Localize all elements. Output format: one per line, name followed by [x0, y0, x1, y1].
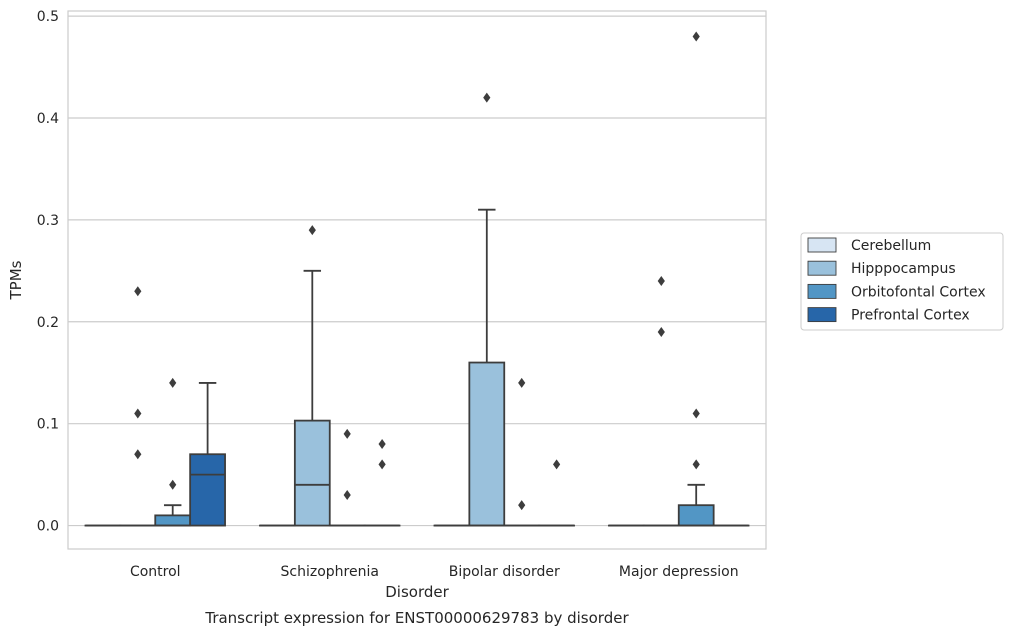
box-group [154, 377, 192, 527]
outlier-point [378, 439, 386, 450]
x-axis-title: Disorder [385, 583, 449, 601]
box [154, 514, 192, 527]
outlier-point [343, 428, 351, 439]
outlier-point [169, 479, 177, 490]
y-tick-label: 0.5 [37, 9, 59, 25]
outlier-point [308, 225, 316, 236]
legend-label: Prefrontal Cortex [851, 308, 970, 324]
outlier-point [518, 500, 526, 511]
legend-swatch [807, 283, 837, 299]
outlier-point [518, 377, 526, 388]
legend-label: Hipppocampus [851, 261, 956, 277]
outlier-point [692, 459, 700, 470]
outlier-point [134, 408, 142, 419]
outlier-point [657, 276, 665, 287]
x-tick-labels: Control Schizophrenia Bipolar disorder Majo… [130, 564, 739, 580]
legend-label: Orbitofontal Cortex [851, 284, 986, 300]
plot-area [67, 10, 767, 550]
x-tick-label: Control [130, 564, 181, 580]
outlier-point [483, 92, 491, 103]
outlier-point [134, 286, 142, 297]
legend-swatch [807, 260, 837, 276]
y-axis-title: TPMs [7, 260, 25, 300]
outlier-point [343, 489, 351, 500]
boxes [84, 31, 750, 527]
outlier-point [553, 459, 561, 470]
outlier-point [692, 31, 700, 42]
figure-caption: Transcript expression for ENST0000062978… [204, 609, 629, 627]
outlier-point [692, 408, 700, 419]
box-group [538, 459, 575, 527]
y-tick-label: 0.4 [37, 111, 59, 127]
outlier-point [169, 377, 177, 388]
y-tick-label: 0.0 [37, 519, 59, 535]
box-group [363, 439, 401, 527]
box [677, 504, 715, 527]
y-tick-labels: 0.0 0.1 0.2 0.3 0.4 0.5 [37, 9, 59, 534]
box-group [189, 382, 226, 527]
legend-label: Cerebellum [851, 238, 931, 254]
legend-frame [800, 232, 1004, 331]
box-group [293, 225, 331, 527]
box [189, 453, 226, 527]
y-tick-label: 0.2 [37, 315, 59, 331]
x-tick-label: Major depression [619, 564, 739, 580]
outlier-point [134, 449, 142, 460]
x-tick-label: Bipolar disorder [449, 564, 560, 580]
legend: Cerebellum Hipppocampus Orbitofontal Corte… [800, 232, 1004, 331]
outlier-point [657, 326, 665, 337]
y-tick-label: 0.3 [37, 213, 59, 229]
outlier-point [378, 459, 386, 470]
box-group [468, 92, 506, 527]
box-group [677, 31, 715, 527]
x-tick-label: Schizophrenia [281, 564, 379, 580]
box [468, 361, 506, 527]
y-tick-label: 0.1 [37, 417, 59, 433]
legend-swatch [807, 237, 837, 253]
legend-swatch [807, 307, 837, 323]
box [293, 419, 331, 527]
